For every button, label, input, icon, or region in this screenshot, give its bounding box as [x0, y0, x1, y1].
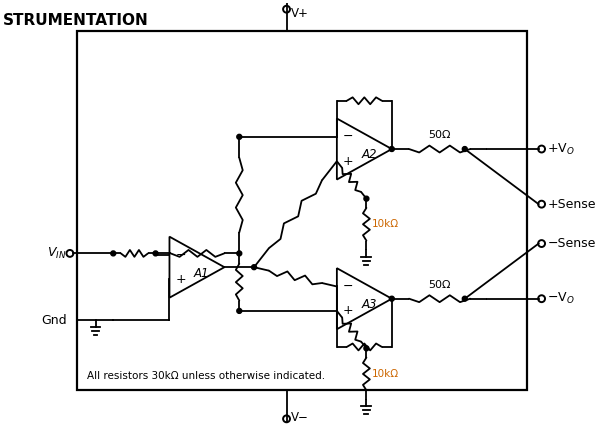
Text: +: + [175, 273, 186, 286]
Circle shape [364, 346, 369, 351]
Text: +: + [343, 155, 353, 168]
Text: All resistors 30kΩ unless otherwise indicated.: All resistors 30kΩ unless otherwise indi… [87, 372, 325, 381]
Text: −Sense: −Sense [548, 237, 596, 250]
Text: −: − [175, 249, 186, 261]
Bar [77, 31, 527, 390]
Circle shape [237, 308, 242, 313]
Text: A2: A2 [362, 148, 377, 161]
Text: −: − [343, 280, 353, 293]
Circle shape [390, 296, 394, 301]
Text: $V_{IN}$: $V_{IN}$ [47, 246, 66, 261]
Text: A3: A3 [362, 298, 377, 311]
Text: V−: V− [290, 412, 309, 424]
Circle shape [364, 196, 369, 201]
Circle shape [153, 251, 158, 256]
Circle shape [111, 251, 116, 256]
Circle shape [462, 296, 467, 301]
Text: 10kΩ: 10kΩ [371, 219, 399, 229]
Text: −: − [343, 130, 353, 143]
Circle shape [462, 147, 467, 151]
Text: Gnd: Gnd [41, 314, 67, 327]
Text: 10kΩ: 10kΩ [371, 369, 399, 379]
Text: 50Ω: 50Ω [428, 130, 451, 140]
Text: +: + [343, 304, 353, 317]
Text: A1: A1 [194, 267, 209, 280]
Circle shape [237, 134, 242, 139]
Text: −V$_O$: −V$_O$ [548, 291, 575, 306]
Text: V+: V+ [290, 6, 309, 20]
Circle shape [237, 251, 242, 256]
Text: STRUMENTATION: STRUMENTATION [3, 13, 149, 28]
Text: +Sense: +Sense [548, 198, 596, 211]
Circle shape [390, 147, 394, 151]
Text: 50Ω: 50Ω [428, 280, 451, 290]
Circle shape [252, 265, 257, 270]
Text: +V$_O$: +V$_O$ [548, 141, 575, 157]
